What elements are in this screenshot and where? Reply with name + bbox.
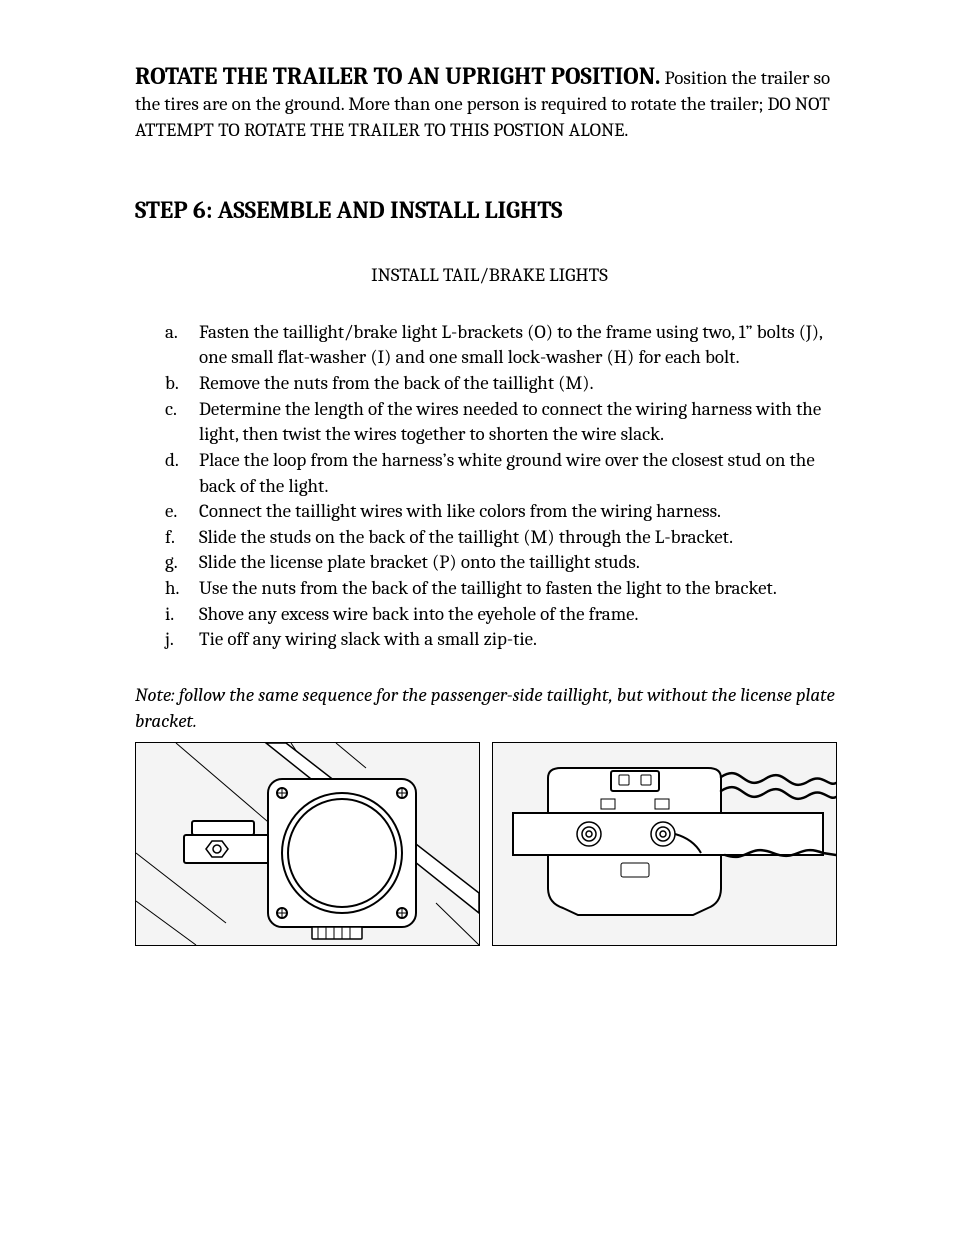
list-text: Tie off any wiring slack with a small zi…	[199, 627, 844, 653]
list-text: Place the loop from the harness’s white …	[199, 448, 844, 499]
list-text: Shove any excess wire back into the eyeh…	[199, 602, 844, 628]
list-marker: b.	[165, 371, 199, 397]
sub-heading: INSTALL TAIL/BRAKE LIGHTS	[135, 264, 844, 286]
list-marker: e.	[165, 499, 199, 525]
list-item: e. Connect the taillight wires with like…	[165, 499, 844, 525]
page: ROTATE THE TRAILER TO AN UPRIGHT POSITIO…	[0, 0, 954, 1235]
step-heading: STEP 6: ASSEMBLE AND INSTALL LIGHTS	[135, 196, 844, 224]
list-text: Connect the taillight wires with like co…	[199, 499, 844, 525]
figure-row	[135, 742, 844, 946]
list-marker: a.	[165, 320, 199, 371]
list-marker: f.	[165, 525, 199, 551]
list-marker: j.	[165, 627, 199, 653]
list-marker: c.	[165, 397, 199, 448]
list-text: Slide the studs on the back of the taill…	[199, 525, 844, 551]
list-item: i. Shove any excess wire back into the e…	[165, 602, 844, 628]
intro-heading: ROTATE THE TRAILER TO AN UPRIGHT POSITIO…	[135, 62, 660, 90]
list-marker: g.	[165, 550, 199, 576]
note-text: Note: follow the same sequence for the p…	[135, 683, 844, 734]
list-item: j. Tie off any wiring slack with a small…	[165, 627, 844, 653]
list-item: a. Fasten the taillight/brake light L-br…	[165, 320, 844, 371]
instruction-list: a. Fasten the taillight/brake light L-br…	[135, 320, 844, 653]
intro-paragraph: ROTATE THE TRAILER TO AN UPRIGHT POSITIO…	[135, 60, 844, 144]
list-item: b. Remove the nuts from the back of the …	[165, 371, 844, 397]
list-marker: i.	[165, 602, 199, 628]
list-text: Slide the license plate bracket (P) onto…	[199, 550, 844, 576]
list-item: h. Use the nuts from the back of the tai…	[165, 576, 844, 602]
figure-right	[492, 742, 837, 946]
list-item: d. Place the loop from the harness’s whi…	[165, 448, 844, 499]
list-marker: h.	[165, 576, 199, 602]
list-text: Determine the length of the wires needed…	[199, 397, 844, 448]
figure-left	[135, 742, 480, 946]
list-item: f. Slide the studs on the back of the ta…	[165, 525, 844, 551]
list-marker: d.	[165, 448, 199, 499]
list-text: Remove the nuts from the back of the tai…	[199, 371, 844, 397]
list-item: c. Determine the length of the wires nee…	[165, 397, 844, 448]
list-text: Use the nuts from the back of the tailli…	[199, 576, 844, 602]
list-text: Fasten the taillight/brake light L-brack…	[199, 320, 844, 371]
list-item: g. Slide the license plate bracket (P) o…	[165, 550, 844, 576]
taillight-front-illustration	[136, 743, 479, 945]
taillight-rear-illustration	[493, 743, 836, 945]
